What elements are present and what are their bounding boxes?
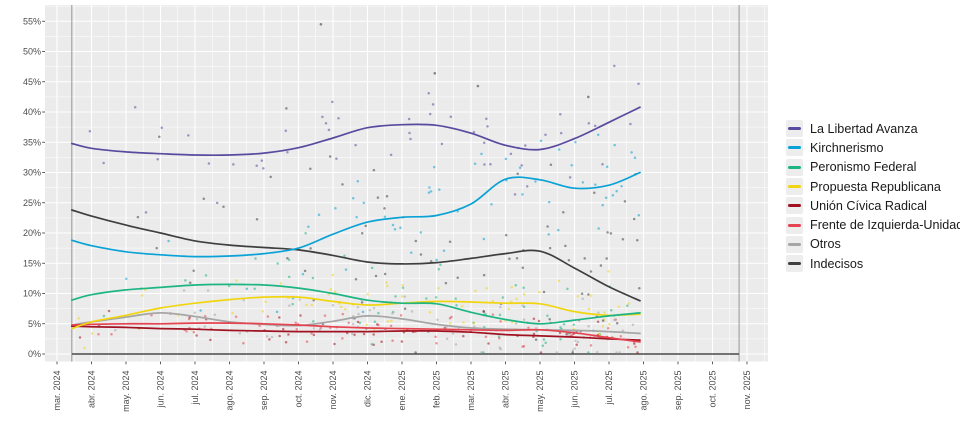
legend-label: Otros [810, 237, 841, 252]
chart-legend: La Libertad Avanza Kirchnerismo Peronism… [786, 119, 960, 273]
x-tick-label: may. 2025 [535, 371, 545, 412]
x-tick-label: dic. 2024 [363, 371, 373, 408]
legend-label: La Libertad Avanza [810, 121, 918, 136]
y-tick-label: 20% [23, 228, 41, 238]
legend-key [786, 158, 803, 176]
legend-label: Kirchnerismo [810, 140, 884, 155]
legend-key [786, 255, 803, 273]
x-tick-label: ene. 2025 [397, 371, 407, 411]
y-tick-label: 10% [23, 289, 41, 299]
y-tick-label: 50% [23, 47, 41, 57]
x-tick-label: jul. 2025 [604, 371, 614, 406]
x-tick-label: oct. 2025 [708, 371, 718, 408]
trend-lines [70, 106, 641, 343]
x-tick-label: nov. 2025 [742, 371, 752, 410]
y-tick-label: 15% [23, 258, 41, 268]
y-tick-label: 30% [23, 168, 41, 178]
plot-panel [45, 5, 768, 362]
legend-swatch-union-civica-radical [788, 204, 801, 208]
legend-key [786, 139, 803, 157]
reference-lines [71, 5, 740, 362]
scatter-la-libertad-avanza [88, 64, 640, 214]
legend-swatch-la-libertad-avanza [788, 127, 801, 131]
legend-item-union-civica-radical: Unión Cívica Radical [786, 196, 960, 215]
trend-line-uni-n-c-vica-radical [70, 325, 641, 341]
legend-key [786, 120, 803, 138]
legend-label: Propuesta Republicana [810, 179, 941, 194]
legend-swatch-propuesta-republicana [788, 185, 801, 189]
x-tick-label: jun. 2025 [570, 371, 580, 409]
legend-key [786, 197, 803, 215]
legend-swatch-frente-de-izquierda-unidad [788, 223, 801, 227]
legend-item-propuesta-republicana: Propuesta Republicana [786, 177, 960, 196]
legend-label: Indecisos [810, 256, 864, 271]
y-tick-label: 45% [23, 77, 41, 87]
trend-line-indecisos [70, 209, 641, 302]
x-tick-label: mar. 2025 [466, 371, 476, 411]
legend-item-otros: Otros [786, 235, 960, 254]
legend-item-peronismo-federal: Peronismo Federal [786, 158, 960, 177]
scatter-kirchnerismo [125, 133, 641, 314]
x-tick-label: mar. 2024 [52, 371, 62, 411]
trend-line-propuesta-republicana [70, 295, 641, 330]
legend-label: Frente de Izquierda-Unidad [810, 218, 960, 233]
legend-key [786, 178, 803, 196]
x-tick-label: abr. 2025 [501, 371, 511, 409]
y-tick-label: 35% [23, 137, 41, 147]
legend-swatch-otros [788, 242, 801, 246]
trend-line-la-libertad-avanza [70, 106, 641, 157]
legend-item-frente-de-izquierda-unidad: Frente de Izquierda-Unidad [786, 215, 960, 234]
x-tick-label: may. 2024 [121, 371, 131, 412]
x-tick-label: sep. 2024 [259, 371, 269, 411]
outlier-point [433, 72, 437, 75]
x-tick-label: ago. 2024 [225, 371, 235, 411]
outlier-point [587, 95, 590, 99]
trend-line-peronismo-federal [70, 283, 641, 325]
y-tick-label: 25% [23, 198, 41, 208]
x-tick-label: ago. 2025 [639, 371, 649, 411]
x-tick-label: nov. 2024 [328, 371, 338, 410]
x-tick-label: jun. 2024 [156, 371, 166, 409]
legend-label: Peronismo Federal [810, 160, 917, 175]
legend-key [786, 235, 803, 253]
x-tick-label: jul. 2024 [190, 371, 200, 406]
y-tick-label: 5% [28, 319, 41, 329]
y-tick-label: 0% [28, 349, 41, 359]
legend-item-indecisos: Indecisos [786, 254, 960, 273]
x-tick-label: feb. 2025 [432, 371, 442, 409]
trend-line-frente-de-izquierda-unidad [70, 322, 641, 343]
outlier-point [319, 23, 323, 26]
legend-swatch-kirchnerismo [788, 146, 801, 150]
y-tick-label: 55% [23, 16, 41, 26]
trend-line-kirchnerismo [70, 171, 641, 258]
x-tick-label: sep. 2025 [673, 371, 683, 411]
x-tick-label: abr. 2024 [87, 371, 97, 409]
axes: 0% 5% 10% 15% 20% 25% 30% 35% 40% 45% 50% 55% mar. 2… [23, 16, 752, 411]
x-tick-label: oct. 2024 [294, 371, 304, 408]
legend-label: Unión Cívica Radical [810, 198, 927, 213]
legend-swatch-indecisos [788, 262, 801, 266]
outlier-point [476, 84, 480, 88]
legend-item-la-libertad-avanza: La Libertad Avanza [786, 119, 960, 138]
gridlines [45, 5, 768, 362]
legend-key [786, 216, 803, 234]
y-tick-label: 40% [23, 107, 41, 117]
legend-item-kirchnerismo: Kirchnerismo [786, 138, 960, 157]
legend-swatch-peronismo-federal [788, 165, 801, 169]
